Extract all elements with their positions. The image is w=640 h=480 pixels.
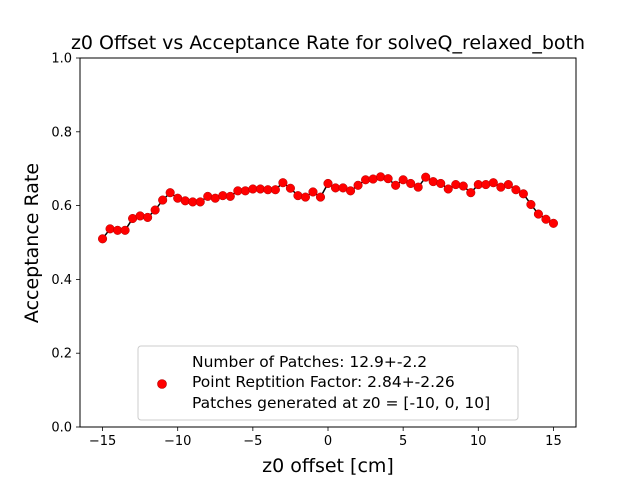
y-tick-label: 0.2 [51,347,72,362]
data-point [511,185,521,195]
data-point [105,224,115,234]
legend-marker [157,379,167,389]
chart-title: z0 Offset vs Acceptance Rate for solveQ_… [71,32,585,54]
data-point [361,175,371,185]
data-point [165,188,175,198]
x-axis: −15 −10 −5 0 5 10 15 [89,427,562,449]
data-point [533,209,543,219]
data-point [413,182,423,192]
x-tick-label: −10 [164,434,191,449]
data-point [308,187,318,197]
data-point [143,212,153,222]
data-point [526,199,536,210]
data-point [158,195,168,205]
y-tick-label: 0.4 [51,273,72,288]
data-point [398,175,408,185]
y-tick-label: 0.0 [51,421,72,436]
x-tick-label: −15 [89,434,116,449]
data-point [481,180,491,190]
data-point [270,185,280,195]
data-point [383,174,393,184]
x-tick-label: 15 [545,434,562,449]
data-point [225,191,235,201]
x-tick-label: −5 [243,434,262,449]
x-tick-label: 10 [470,434,487,449]
data-point [436,178,446,189]
data-point [135,211,145,221]
data-point [488,178,498,188]
legend-entry-repetition: Point Reptition Factor: 2.84+-2.26 [192,373,455,391]
data-point [255,184,265,194]
data-point [293,191,303,201]
data-point [376,172,386,182]
data-point [458,181,468,191]
legend: Number of Patches: 12.9+-2.2 Point Repti… [137,345,519,421]
legend-entry-generated: Patches generated at z0 = [-10, 0, 10] [192,394,490,412]
series-layer [97,172,559,244]
y-axis-label: Acceptance Rate [21,163,43,323]
x-tick-label: 5 [399,434,407,449]
x-axis-label: z0 offset [cm] [262,455,394,477]
data-point [218,191,228,201]
data-point [503,180,513,190]
data-point [353,180,363,190]
legend-entry-patches: Number of Patches: 12.9+-2.2 [192,353,427,371]
data-point [421,172,431,182]
data-point [150,205,160,215]
data-point [300,192,311,202]
data-point [278,178,288,188]
x-tick-label: 0 [324,434,332,449]
data-point [518,189,528,199]
data-point [203,191,213,201]
legend-box [137,345,519,421]
data-point [240,186,250,196]
y-tick-label: 0.8 [51,125,72,140]
data-point [451,180,461,190]
data-point [120,225,130,235]
data-point [406,178,416,189]
data-point [195,197,205,207]
data-point [443,184,453,194]
data-point [391,180,401,190]
data-point [548,218,559,228]
data-point [180,196,190,206]
data-point [541,214,551,224]
data-point [428,177,438,187]
data-point [97,234,108,244]
data-point [368,174,378,184]
data-point [466,188,476,198]
data-point [315,192,326,202]
data-point [285,183,295,193]
data-point [323,178,333,189]
y-tick-label: 1.0 [51,52,72,67]
data-point [345,186,356,196]
y-axis: 0.0 0.2 0.4 0.6 0.8 1.0 [51,52,80,436]
y-tick-label: 0.6 [51,199,72,214]
